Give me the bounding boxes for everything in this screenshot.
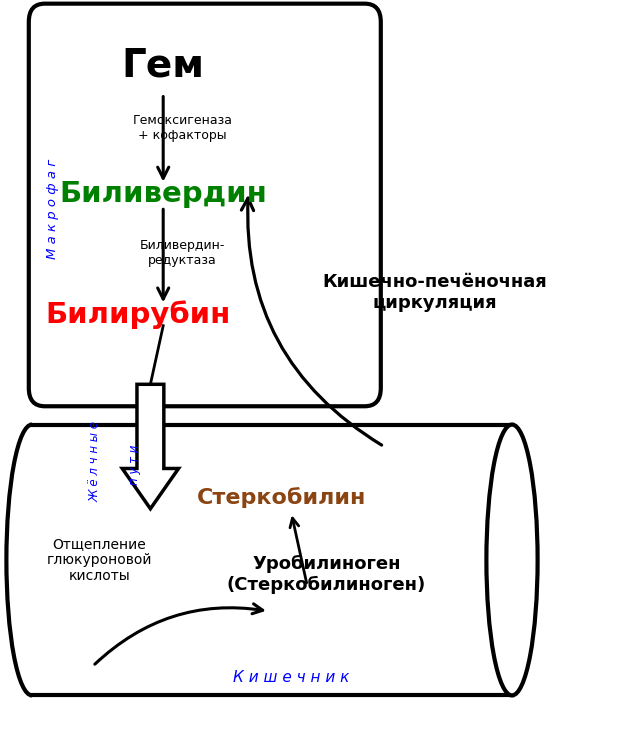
Text: М а к р о ф а г: М а к р о ф а г xyxy=(46,159,59,258)
Ellipse shape xyxy=(486,425,538,695)
Text: Стеркобилин: Стеркобилин xyxy=(197,488,366,508)
FancyBboxPatch shape xyxy=(29,4,381,406)
Text: Кишечно-печёночная
циркуляция: Кишечно-печёночная циркуляция xyxy=(323,273,548,313)
Text: Гемоксигеназа
+ кофакторы: Гемоксигеназа + кофакторы xyxy=(132,114,232,142)
Text: К и ш е ч н и к: К и ш е ч н и к xyxy=(233,670,349,684)
Text: п у т и: п у т и xyxy=(128,444,141,485)
Bar xyxy=(32,425,512,695)
Text: Гем: Гем xyxy=(122,47,205,85)
Text: Биливердин: Биливердин xyxy=(60,180,267,208)
Text: Билирубин: Билирубин xyxy=(45,300,230,329)
Text: Биливердин-
редуктаза: Биливердин- редуктаза xyxy=(140,239,225,266)
Text: Ж ё л ч н ы е: Ж ё л ч н ы е xyxy=(88,421,101,501)
Polygon shape xyxy=(122,384,179,509)
Text: Отщепление
глюкуроновой
кислоты: Отщепление глюкуроновой кислоты xyxy=(47,537,152,583)
Text: Уробилиноген
(Стеркобилиноген): Уробилиноген (Стеркобилиноген) xyxy=(227,555,426,594)
